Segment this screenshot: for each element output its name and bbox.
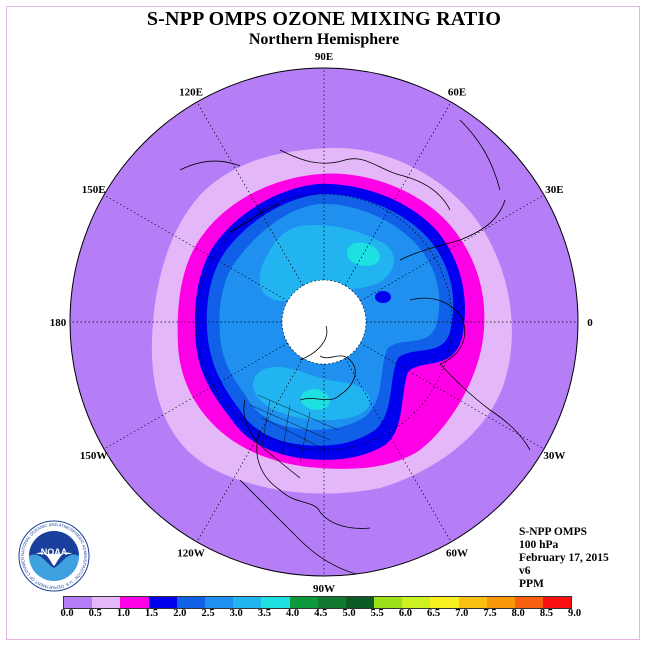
pole-no-data xyxy=(282,280,366,364)
logo-text: NOAA xyxy=(41,547,68,557)
contour-3.5-4.0-a xyxy=(347,242,380,266)
longitude-labels: 90E 60E 30E 0 30W 60W 90W 120W 150W 180 150E 120E xyxy=(50,51,594,595)
colorbar-tick-label: 3.5 xyxy=(257,608,271,619)
image-frame xyxy=(6,6,640,640)
meridian-120E xyxy=(196,101,304,286)
colorbar-cell xyxy=(430,597,459,608)
meridian-30W xyxy=(360,342,545,450)
colorbar-tick-label: 7.0 xyxy=(455,608,469,619)
lon-label-30W: 30W xyxy=(543,450,565,462)
colorbar-tick-label: 0.5 xyxy=(88,608,102,619)
colorbar-tick-label: 5.0 xyxy=(342,608,356,619)
info-version: v6 xyxy=(519,565,531,577)
colorbar-cell xyxy=(317,597,346,608)
info-instrument: S-NPP OMPS xyxy=(519,526,588,538)
colorbar-cell xyxy=(176,597,205,608)
colorbar-cell xyxy=(486,597,515,608)
colorbar-tick-label: 1.0 xyxy=(116,608,130,619)
colorbar-tick-label: 7.5 xyxy=(483,608,497,619)
colorbar-cell xyxy=(458,597,487,608)
lon-label-90W: 90W xyxy=(313,583,335,595)
colorbar-tick-label: 1.5 xyxy=(145,608,159,619)
lon-label-90E: 90E xyxy=(315,51,333,63)
meridian-60W xyxy=(344,358,452,543)
colorbar-cell xyxy=(204,597,234,608)
colorbar-cell xyxy=(92,597,121,608)
lon-label-150W: 150W xyxy=(80,450,108,462)
colorbar-cell xyxy=(64,597,93,608)
colorbar-cell xyxy=(261,597,290,608)
meridian-120W xyxy=(196,358,304,543)
colorbar-tick-label: 6.5 xyxy=(427,608,441,619)
colorbar-cell xyxy=(374,597,403,608)
lon-label-60W: 60W xyxy=(446,547,468,559)
contour-3.5-4.0-b xyxy=(300,389,330,410)
meridian-150E xyxy=(103,194,288,302)
meridian-60E xyxy=(344,101,452,286)
noaa-logo: NOAA NATIONAL OCEANIC AND ATMOSPHERIC AD… xyxy=(18,520,90,592)
colorbar-tick-label: 8.5 xyxy=(539,608,553,619)
coastlines xyxy=(179,119,531,576)
colorbar-cell xyxy=(402,597,431,608)
contour-deep-spot xyxy=(375,291,391,303)
colorbar-tick-label: 2.0 xyxy=(173,608,187,619)
colorbar-tick-label: 6.0 xyxy=(398,608,412,619)
meridian-150W xyxy=(103,342,288,450)
state-boundaries xyxy=(249,394,339,463)
colorbar-cell xyxy=(515,597,544,608)
map-title: S-NPP OMPS OZONE MIXING RATIO xyxy=(146,8,502,30)
colorbar-tick-label: 4.5 xyxy=(314,608,328,619)
colorbar-cell xyxy=(120,597,149,608)
product-info: S-NPP OMPS 100 hPa February 17, 2015 v6 … xyxy=(519,526,609,591)
colorbar-cell xyxy=(345,597,375,608)
meridian-30E xyxy=(360,194,545,302)
colorbar-tick-label: 2.5 xyxy=(201,608,215,619)
colorbar-cell xyxy=(233,597,262,608)
info-date: February 17, 2015 xyxy=(519,552,609,564)
lon-label-150E: 150E xyxy=(82,184,106,196)
colorbar-cell xyxy=(289,597,318,608)
colorbar-tick-label: 4.0 xyxy=(286,608,300,619)
info-units: PPM xyxy=(519,578,544,590)
lon-label-0: 0 xyxy=(587,317,593,329)
lon-label-180: 180 xyxy=(50,317,67,329)
lon-label-60E: 60E xyxy=(448,87,466,99)
colorbar-tick-label: 5.5 xyxy=(370,608,384,619)
lon-label-30E: 30E xyxy=(545,184,563,196)
colorbar-cell xyxy=(148,597,177,608)
colorbar-tick-label: 0.0 xyxy=(60,608,74,619)
info-level: 100 hPa xyxy=(519,539,559,551)
map-border xyxy=(69,67,579,577)
colorbar-cell xyxy=(543,597,572,608)
lon-label-120W: 120W xyxy=(177,547,205,559)
map-subtitle: Northern Hemisphere xyxy=(248,31,400,48)
colorbar-tick-label: 8.0 xyxy=(511,608,525,619)
lon-label-120E: 120E xyxy=(179,87,203,99)
colorbar-tick-label: 9.0 xyxy=(568,608,582,619)
logo-bird xyxy=(36,552,72,566)
colorbar xyxy=(63,596,573,609)
colorbar-tick-label: 3.0 xyxy=(229,608,243,619)
logo-disk-top xyxy=(29,531,79,568)
graticule xyxy=(70,68,578,576)
colorbar-ticks: 0.0 0.5 1.0 1.5 2.0 2.5 3.0 3.5 4.0 4.5 5.0 5.5 6.0 6… xyxy=(56,608,596,624)
